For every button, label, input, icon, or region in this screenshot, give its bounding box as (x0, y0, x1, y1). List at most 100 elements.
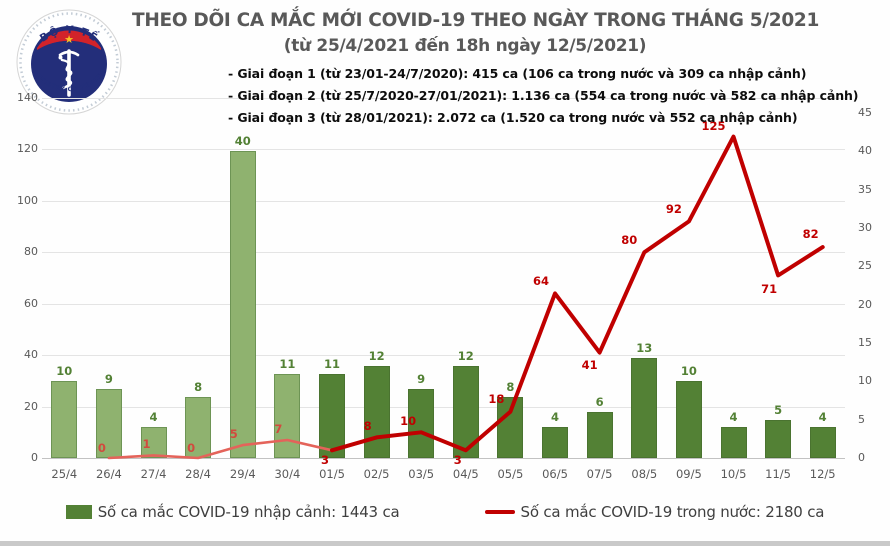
gridline (42, 406, 845, 408)
y-axis-right-label: 10 (858, 374, 872, 388)
line-point-label: 92 (665, 202, 682, 217)
line-point-label: 71 (761, 282, 778, 297)
y-axis-left-label: 140 (17, 91, 38, 104)
line-point-label: 82 (802, 227, 819, 242)
line-point-label: 64 (532, 274, 549, 289)
bar (95, 389, 122, 458)
line-point-label: 0 (187, 441, 196, 455)
line-segment-may (330, 134, 825, 453)
line-point-label: 3 (320, 453, 329, 468)
y-axis-right-label: 15 (858, 336, 872, 349)
y-axis-left-label: 40 (24, 348, 38, 362)
x-axis-label: 07/5 (586, 467, 613, 481)
line-point-label: 18 (488, 391, 505, 406)
x-axis-label: 25/4 (51, 467, 78, 481)
header: THEO DÕI CA MẮC MỚI COVID-19 THEO NGÀY T… (132, 10, 820, 56)
x-axis-label: 08/5 (631, 467, 658, 481)
y-axis-right-label: 45 (858, 106, 872, 119)
x-axis-label: 26/4 (95, 467, 122, 481)
phase-note-1: - Giai đoạn 1 (từ 23/01-24/7/2020): 415 … (228, 66, 807, 81)
bar (720, 427, 747, 458)
legend-line-swatch-icon (484, 510, 515, 514)
bar (542, 427, 568, 458)
gridline (42, 458, 845, 459)
x-axis-label: 11/5 (765, 467, 791, 481)
star-icon: ★ (64, 33, 74, 46)
phase-notes: - Giai đoạn 1 (từ 23/01-24/7/2020): 415 … (228, 63, 859, 129)
bar-value-label: 5 (774, 402, 783, 417)
bar (809, 427, 836, 458)
line-point-label: 0 (97, 441, 106, 455)
logo-red-band2 (37, 31, 101, 49)
x-axis-label: 30/4 (274, 467, 301, 481)
line-point-label: 80 (621, 233, 638, 248)
gridline (42, 149, 845, 151)
line-point-label: 10 (400, 414, 417, 429)
bar (274, 373, 301, 458)
line-point-label: 5 (229, 427, 238, 442)
bar-value-label: 8 (506, 379, 515, 394)
bar-value-label: 4 (550, 410, 559, 425)
bar-value-label: 6 (595, 395, 604, 409)
x-axis-label: 06/5 (542, 467, 568, 481)
bar-value-label: 9 (104, 372, 113, 386)
legend-bar-label: Số ca mắc COVID-19 nhập cảnh: 1443 ca (97, 503, 400, 521)
gridline (42, 98, 845, 99)
bar-value-label: 4 (729, 410, 738, 425)
bar (586, 412, 613, 458)
bottom-border (0, 541, 890, 546)
bar (363, 366, 390, 458)
line-point-label: 1 (142, 437, 151, 452)
y-axis-left-label: 60 (24, 296, 38, 310)
y-axis-right-label: 0 (858, 451, 865, 464)
bar-value-label: 11 (279, 356, 296, 371)
line-point-label: 8 (363, 419, 372, 434)
y-axis-right-label: 25 (858, 259, 872, 273)
bar (140, 427, 167, 458)
phase-note-3: - Giai đoạn 3 (từ 28/01/2021): 2.072 ca … (228, 110, 798, 125)
gridline (42, 200, 845, 202)
gridline (42, 252, 845, 254)
covid-line-chart (107, 134, 825, 460)
line-point-label: 125 (701, 118, 726, 133)
y-axis-left-label: 80 (24, 245, 38, 259)
line-point-label: 41 (581, 357, 598, 372)
phase-note-2: - Giai đoạn 2 (từ 25/7/2020-27/01/2021):… (228, 88, 859, 103)
y-axis-left-label: 100 (17, 193, 38, 207)
bar (229, 151, 256, 458)
bar (631, 358, 658, 458)
x-axis-label: 28/4 (185, 467, 211, 481)
bar (675, 381, 702, 458)
line-point-label: 3 (453, 453, 462, 468)
x-axis-label: 12/5 (809, 467, 836, 481)
rod-of-asclepius-icon (58, 49, 80, 97)
gridline (42, 355, 845, 357)
page-subtitle: (từ 25/4/2021 đến 18h ngày 12/5/2021) (283, 36, 647, 56)
x-axis-label: 03/5 (408, 467, 435, 481)
y-axis-left-label: 20 (24, 399, 38, 413)
legend-line-label: Số ca mắc COVID-19 trong nước: 2180 ca (520, 503, 825, 521)
x-axis-label: 29/4 (229, 467, 256, 481)
x-axis-label: 04/5 (452, 467, 479, 481)
bar (319, 373, 345, 458)
bar-value-label: 12 (457, 349, 474, 363)
y-axis-left-label: 120 (17, 142, 38, 156)
chart-legend: Số ca mắc COVID-19 nhập cảnh: 1443 ca Số… (0, 503, 890, 521)
bar (765, 419, 792, 458)
bar-value-label: 11 (323, 356, 340, 371)
x-axis-label: 05/5 (497, 467, 524, 481)
x-axis-label: 27/4 (140, 467, 167, 481)
y-axis-right-label: 5 (858, 412, 865, 426)
bar-value-label: 10 (680, 364, 697, 379)
ministry-of-health-logo: ★ BỘ Y TẾ MINISTRY OF HEALTH (16, 9, 122, 115)
x-axis-label: 09/5 (675, 467, 702, 481)
y-axis-left-label: 0 (31, 451, 38, 464)
y-axis-right-label: 40 (858, 144, 872, 158)
bar-value-label: 4 (149, 410, 158, 425)
bar-value-label: 9 (417, 372, 426, 386)
legend-item-domestic: Số ca mắc COVID-19 trong nước: 2180 ca (484, 503, 825, 521)
bar-value-label: 8 (194, 379, 203, 394)
page-title: THEO DÕI CA MẮC MỚI COVID-19 THEO NGÀY T… (132, 10, 820, 31)
bar-value-label: 10 (56, 364, 73, 379)
